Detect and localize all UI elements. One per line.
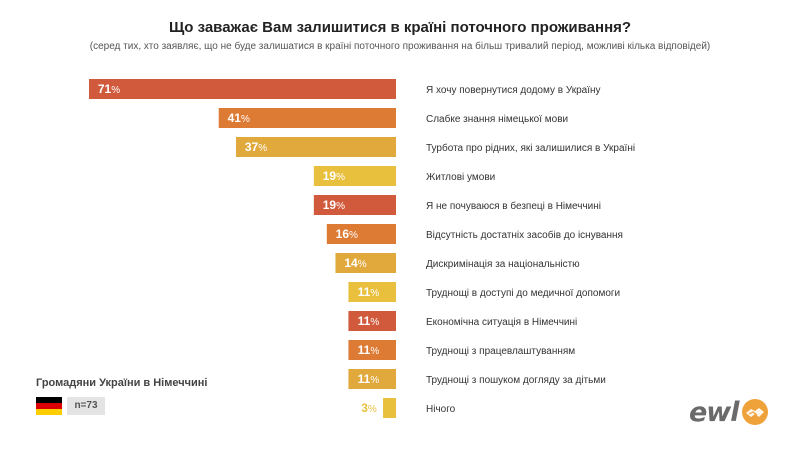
bar [383,398,396,418]
category-label: Слабке знання німецької мови [426,113,568,125]
category-label: Я хочу повернутися додому в Україну [426,85,601,96]
category-label: Труднощі з працевлаштуванням [426,346,575,357]
bar [348,282,396,302]
logo-text: ewl [689,396,740,428]
bar [348,340,396,360]
bar [313,195,396,215]
sample-size-badge: n=73 [67,397,105,415]
bar-value-label: 41% [228,111,250,125]
category-label: Нічого [426,404,456,415]
flag-stripe-black [36,397,62,403]
category-label: Економічна ситуація в Німеччині [426,317,577,328]
bar-value-label: 11% [358,285,380,299]
bar [326,224,396,244]
bar-value-label: 71% [98,82,120,96]
bar-value-label: 11% [358,372,380,386]
category-label: Труднощі в доступі до медичної допомоги [426,288,620,299]
bar-value-label: 19% [323,198,345,212]
bar [313,166,396,186]
category-label: Відсутність достатніх засобів до існуван… [426,229,623,241]
bar-value-label: 19% [323,169,345,183]
handshake-logo-icon [741,399,768,425]
flag-stripe-red [36,403,62,409]
german-flag-icon [36,397,62,415]
bar-value-label: 16% [336,227,358,241]
bar [218,108,396,128]
ewl-logo: ewl [689,395,770,429]
bar [335,253,396,273]
bar-value-label: 11% [358,314,380,328]
bar-value-label: 3% [361,401,377,415]
category-label: Я не почуваюся в безпеці в Німеччині [426,200,601,212]
bar [236,137,396,157]
country-label: Громадяни України в Німеччині [36,377,208,389]
bar-value-label: 14% [344,256,366,270]
category-label: Труднощі з пошуком догляду за дітьми [426,375,606,386]
bar-value-label: 37% [245,140,267,154]
bar-value-label: 11% [358,343,380,357]
bar [348,311,396,331]
bar [348,369,396,389]
chart-title: Що заважає Вам залишитися в країні поточ… [168,19,632,36]
category-label: Житлові умови [426,172,495,183]
bar [89,79,396,99]
category-label: Дискримінація за національністю [426,259,580,270]
category-label: Турбота про рідних, які залишилися в Укр… [426,142,635,154]
flag-stripe-gold [36,409,62,415]
chart-subtitle: (серед тих, хто заявляє, що не буде зали… [89,41,711,52]
